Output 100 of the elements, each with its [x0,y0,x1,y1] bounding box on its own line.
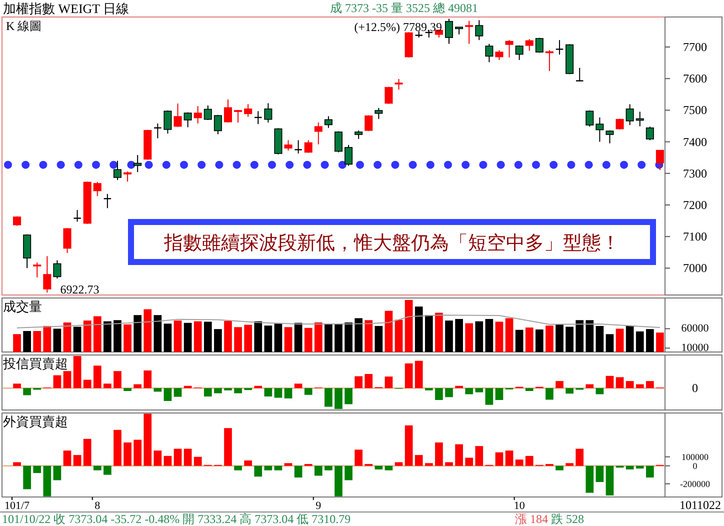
bar [455,318,463,352]
bar [576,320,584,352]
bar [344,466,352,480]
bar [414,455,423,466]
bar [435,312,443,352]
bar [304,328,312,352]
annotation: 6922.73 [60,282,100,297]
bar [254,386,262,388]
bar [63,450,72,466]
bar [314,466,322,476]
bar [505,450,514,466]
bar [566,463,574,466]
bar [475,321,484,352]
bar [234,466,242,470]
bar [646,329,654,352]
bar [525,328,534,352]
bar [404,363,413,388]
bar [656,332,664,352]
bar [264,466,272,470]
bar [586,466,594,493]
bar [204,388,212,396]
bar [485,318,494,352]
bar [354,376,363,388]
bar [465,458,474,466]
bar [334,324,342,352]
x-tick-label: 9 [316,500,322,512]
bar [124,324,132,352]
bar [394,320,403,352]
bar [93,366,102,388]
bar [334,388,342,409]
bar [254,466,262,477]
bar [214,329,222,352]
bar [646,466,654,478]
bar [73,455,82,466]
bar [374,466,383,470]
bar [144,309,152,352]
bar [596,466,604,482]
y-tick-label: 10000 [681,342,710,354]
chart-title: 外資買賣超 [3,414,68,429]
text: 1011022 [679,498,721,512]
bar [314,322,322,352]
bar [626,381,634,388]
bar [515,460,524,466]
bar [274,324,282,352]
bar [244,324,252,352]
y-tick-label: 100000 [682,452,709,462]
bar [114,430,122,466]
bar [364,374,373,388]
bar [606,376,614,388]
bar [344,388,352,404]
bar [384,466,393,470]
bar [184,448,192,466]
bar [445,320,453,352]
bar [414,360,423,388]
bar [104,321,112,352]
bar [13,462,21,466]
bar [344,322,352,352]
bar [13,334,21,352]
bar [144,370,152,388]
bar [536,329,544,352]
y-tick-label: 7600 [683,72,707,86]
bar [324,324,332,352]
y-tick-label: 7000 [683,261,707,276]
x-tick-label: 10 [514,500,526,512]
bar [264,326,272,352]
bar [566,326,574,352]
bar [174,388,182,397]
bar [33,466,42,474]
bar [93,316,102,352]
bar [354,318,363,352]
bar [546,388,554,400]
bar [475,446,484,466]
text: 成 7373 -35 量 3525 總 49081 [330,1,478,15]
y-tick-label: 7400 [683,134,707,149]
annotation: 指數雖續探波段新低，惟大盤仍為「短空中多」型態！ [163,232,620,254]
chart-title: 加權指數 WEIGT 日線 [3,1,130,16]
bar [515,330,524,352]
x-tick-label: 101/7 [4,500,30,512]
bar [254,321,262,352]
bar [194,456,202,466]
bar [144,414,152,466]
bar [164,456,172,466]
bar [174,320,182,352]
bar [83,320,92,352]
bar [23,331,31,352]
bar [284,327,292,352]
y-tick-label: 7300 [683,166,707,180]
bar [364,320,373,352]
bar [274,466,282,470]
bar [616,328,624,352]
bar [374,326,383,352]
chart-subtitle: K 線圖 [6,19,42,33]
bar [495,388,504,400]
bar [576,448,584,466]
bar [424,315,433,352]
bar [63,322,72,352]
bar [154,388,162,392]
bar [83,380,92,388]
bar [294,322,302,352]
bar [445,388,453,398]
